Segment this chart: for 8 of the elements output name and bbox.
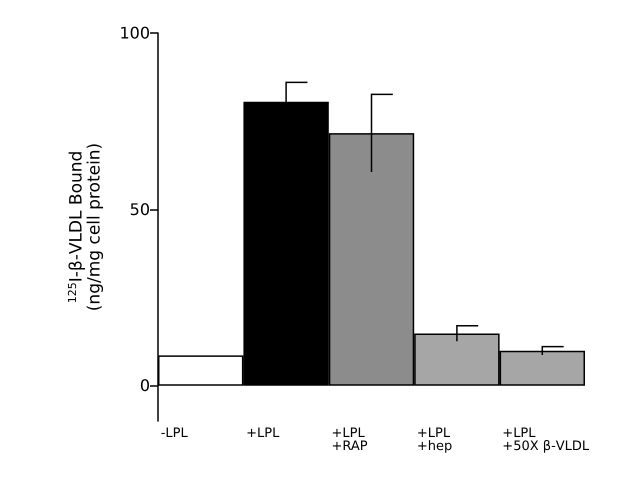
x-tick-label: +LPL: [246, 426, 280, 441]
x-tick-label: +LPL +50X β-VLDL: [502, 426, 590, 454]
x-tick-label: +LPL +RAP: [332, 426, 368, 454]
y-tick-label: 0: [140, 376, 150, 396]
x-tick-label: -LPL: [160, 426, 188, 441]
x-tick-label: +LPL +hep: [416, 426, 452, 454]
y-tick-label: 100: [119, 24, 150, 42]
y-tick-label: 50: [130, 200, 150, 219]
